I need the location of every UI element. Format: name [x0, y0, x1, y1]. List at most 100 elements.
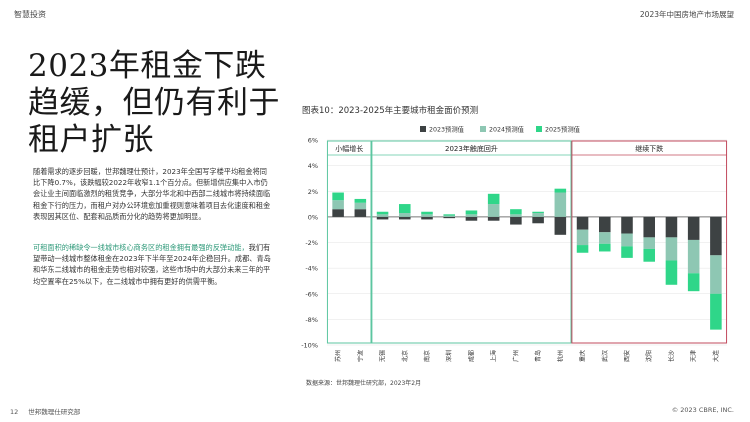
y-tick-label: 2% — [308, 188, 318, 196]
bar-segment — [621, 246, 633, 258]
bar-segment — [354, 209, 367, 217]
bar-segment — [599, 232, 611, 244]
legend-label: 2024预测值 — [489, 125, 525, 134]
y-tick-label: -8% — [305, 316, 318, 324]
bar-segment — [576, 229, 589, 246]
x-tick-label: 沈阳 — [645, 350, 653, 362]
x-tick-label: 深圳 — [445, 350, 453, 362]
chart-title: 图表10：2023-2025年主要城市租金面价预测 — [302, 106, 479, 116]
group-label: 小幅增长 — [335, 144, 363, 153]
bar-segment — [554, 188, 567, 193]
bar-segment — [487, 216, 500, 221]
bar-segment — [665, 216, 678, 238]
bar-segment — [576, 245, 589, 253]
bar-segment — [621, 233, 633, 247]
bar-segment — [399, 204, 411, 214]
footer-copyright: © 2023 CBRE, INC. — [671, 406, 734, 414]
y-tick-label: -2% — [305, 239, 318, 247]
bar-segment — [399, 216, 411, 220]
bar-segment — [487, 204, 500, 217]
bar-segment — [665, 260, 678, 285]
body-paragraph-2-rest: 我们有望带动一线城市整体租金在2023年下半年至2024年企稳回升。成都、青岛和… — [33, 243, 271, 286]
bar-segment — [510, 214, 522, 217]
legend-swatch — [420, 126, 426, 132]
y-tick-label: -10% — [301, 342, 318, 350]
y-tick-label: -4% — [305, 265, 318, 273]
x-tick-label: 成都 — [467, 350, 475, 362]
bar-segment — [643, 248, 655, 262]
bar-segment — [421, 211, 433, 215]
category-group-box — [326, 140, 372, 344]
legend-label: 2023预测值 — [429, 125, 465, 134]
page-headline: 2023年租金下跌 趋缓，但仍有利于 租户扩张 — [28, 48, 288, 159]
brand-section-label: 智慧投资 — [14, 10, 46, 19]
x-tick-label: 南京 — [423, 350, 431, 362]
body-paragraph-2: 可租面积的稀缺令一线城市核心商务区的租金拥有最强的反弹动能，我们有望带动一线城市… — [33, 242, 273, 287]
bar-segment — [554, 192, 567, 217]
bar-segment — [687, 273, 700, 292]
bar-segment — [465, 216, 478, 221]
chart-source: 数据来源：世邦魏理仕研究部，2023年2月 — [306, 380, 422, 387]
bar-segment — [665, 237, 678, 261]
bar-segment — [443, 214, 455, 216]
bar-segment — [643, 216, 655, 238]
bar-segment — [599, 243, 611, 252]
bar-segment — [532, 213, 544, 217]
footer-left: 12 世邦魏理仕研究部 — [10, 406, 80, 416]
x-tick-label: 北京 — [401, 350, 409, 362]
category-group-box — [371, 140, 572, 344]
bar-segment — [643, 237, 655, 249]
bar-segment — [332, 192, 344, 201]
x-tick-label: 杭州 — [556, 350, 564, 362]
x-tick-label: 西安 — [623, 350, 631, 362]
y-tick-label: 6% — [308, 137, 318, 145]
bar-segment — [576, 216, 589, 230]
bar-segment — [465, 210, 478, 215]
bar-segment — [621, 216, 633, 234]
x-tick-label: 青岛 — [534, 350, 542, 362]
headline-line-2: 趋缓，但仍有利于 — [28, 85, 280, 121]
x-tick-label: 无锡 — [379, 350, 387, 362]
bar-segment — [532, 216, 544, 224]
report-title: 2023年中国房地产市场展望 — [639, 10, 734, 19]
y-tick-label: 0% — [308, 213, 318, 221]
footer-org: 世邦魏理仕研究部 — [28, 408, 81, 416]
page-number: 12 — [10, 408, 19, 416]
bar-segment — [376, 211, 389, 215]
bar-segment — [510, 209, 522, 215]
bar-segment — [465, 214, 478, 217]
bar-segment — [354, 202, 367, 210]
headline-line-1: 2023年租金下跌 — [28, 48, 267, 84]
x-tick-label: 宁波 — [356, 350, 364, 362]
bar-segment — [421, 216, 433, 220]
y-tick-label: 4% — [308, 162, 318, 170]
x-tick-label: 武汉 — [601, 350, 609, 362]
bar-segment — [376, 216, 389, 220]
bar-segment — [354, 198, 367, 203]
x-tick-label: 长沙 — [667, 350, 675, 362]
legend-swatch — [480, 126, 486, 132]
bar-segment — [687, 239, 700, 274]
body-paragraph-1: 随着需求的逐步回暖，世邦魏理仕预计，2023年全国写字楼平均租金将同比下降0.7… — [33, 167, 271, 221]
bar-segment — [710, 216, 722, 256]
bar-segment — [443, 216, 455, 219]
x-tick-label: 上海 — [490, 350, 498, 362]
bar-segment — [599, 216, 611, 233]
bar-segment — [554, 216, 567, 235]
x-tick-label: 天津 — [691, 350, 698, 362]
highlight-text: 可租面积的稀缺令一线城市核心商务区的租金拥有最强的反弹动能， — [33, 243, 249, 252]
bar-segment — [687, 216, 700, 240]
bar-segment — [510, 216, 522, 225]
group-label: 继续下跌 — [635, 144, 663, 153]
x-tick-label: 广州 — [512, 350, 520, 362]
legend-label: 2025预测值 — [545, 125, 581, 134]
bar-segment — [487, 193, 500, 205]
legend-swatch — [536, 126, 542, 132]
bar-segment — [710, 255, 722, 294]
group-label: 2023年触底回升 — [445, 144, 498, 153]
x-tick-label: 大连 — [712, 350, 720, 362]
bar-segment — [332, 200, 344, 210]
bar-segment — [443, 215, 455, 217]
bar-segment — [532, 211, 544, 214]
category-group-box — [571, 140, 728, 344]
